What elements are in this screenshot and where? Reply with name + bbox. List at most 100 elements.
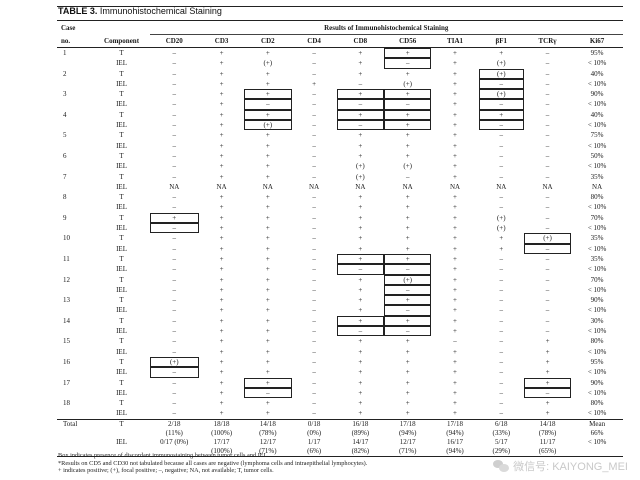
result-cell: 90%	[590, 296, 604, 305]
totals-cell: (94%)	[398, 428, 417, 437]
result-cell: +	[453, 79, 457, 88]
table-row: IEL – + + – + + + + – < 10%	[57, 243, 623, 254]
case-number: 17	[63, 378, 70, 387]
result-cell: +	[265, 327, 270, 336]
table-row: 17 T – + + – + + + – +90%	[57, 377, 623, 388]
component-cell: IEL	[116, 306, 127, 315]
result-cell: +	[453, 49, 457, 57]
result-cell: +	[265, 347, 270, 356]
result-cell: +	[358, 49, 363, 57]
result-cell: NA	[355, 182, 366, 191]
result-cell: –	[312, 90, 316, 99]
result-cell: NA	[169, 182, 180, 191]
component-cell: IEL	[116, 388, 127, 397]
totals-cell: (89%)	[351, 428, 370, 437]
result-cell: +	[453, 347, 457, 356]
result-cell: +	[453, 254, 457, 263]
result-cell: –	[172, 110, 177, 119]
result-cell: +	[453, 172, 457, 181]
result-cell: +	[265, 254, 270, 263]
totals-cell: (78%)	[538, 428, 557, 437]
result-cell: +	[219, 172, 224, 181]
component-cell: T	[119, 378, 124, 387]
case-number: 4	[63, 110, 67, 119]
component-header: Component	[93, 34, 150, 48]
result-cell: +	[453, 151, 457, 160]
table-row: 3 T – + + – + + + (+) –90%	[57, 89, 623, 100]
footnotes: Box indicates presence of discordant imm…	[58, 452, 558, 475]
result-cell: 35%	[590, 234, 604, 243]
result-cell: +	[336, 315, 385, 327]
result-cell: –	[172, 316, 177, 325]
footnote-box: Box indicates presence of discordant imm…	[58, 452, 270, 459]
totals-cell: 0/18	[291, 418, 337, 429]
result-cell: NA	[402, 182, 413, 191]
table-row: 8 T – + + – + + + – – 80%	[57, 192, 623, 202]
result-cell: –	[312, 193, 316, 202]
component-cell: IEL	[116, 121, 127, 130]
component-cell: IEL	[116, 79, 127, 88]
result-cell: < 10%	[587, 79, 607, 88]
totals-cell: (100%)	[211, 428, 233, 437]
result-cell: –	[499, 368, 504, 377]
table-row: IEL – + + – – – + – – < 10%	[57, 264, 623, 275]
totals-cell	[571, 446, 623, 457]
result-cell: 40%	[590, 69, 604, 78]
result-cell: –	[172, 172, 177, 181]
component-cell: IEL	[116, 182, 127, 191]
table-row: IEL – + + – + + + (+) – < 10%	[57, 223, 623, 234]
result-cell: +	[265, 224, 270, 233]
result-cell: < 10%	[587, 347, 607, 356]
result-cell: (+)	[356, 162, 365, 171]
result-cell: 40%	[590, 110, 604, 119]
table-row: 10 T – + + – + + + + (+) 35%	[57, 233, 623, 244]
case-header-line2: no.	[57, 34, 94, 48]
result-cell: –	[499, 388, 504, 397]
result-cell: –	[172, 347, 177, 356]
result-cell: NA	[592, 182, 603, 191]
totals-cell: (94%)	[446, 428, 464, 437]
result-cell: +	[265, 69, 270, 78]
result-cell: +	[453, 224, 457, 233]
result-cell: –	[312, 296, 316, 305]
result-cell: –	[312, 151, 316, 160]
result-cell: –	[545, 265, 550, 274]
result-cell: 95%	[590, 357, 604, 366]
column-header: CD3	[199, 34, 245, 48]
result-cell: 35%	[590, 254, 604, 263]
case-number	[57, 244, 94, 254]
result-cell: < 10%	[587, 121, 607, 130]
result-cell: –	[172, 265, 177, 274]
result-cell: +	[453, 327, 457, 336]
column-header: CD4	[291, 34, 337, 48]
totals-component: T	[93, 418, 150, 429]
component-cell: T	[119, 337, 124, 346]
table-row: IEL – + – – – – + – – < 10%	[57, 99, 623, 110]
result-cell: –	[312, 337, 316, 346]
result-cell: +	[453, 110, 457, 119]
table-row: 15 T – + + – + + – – +80%	[57, 336, 623, 346]
result-cell: –	[453, 337, 457, 346]
result-cell: (+)	[403, 79, 412, 88]
result-cell: –	[499, 347, 504, 356]
result-cell: –	[172, 141, 177, 150]
result-cell: +	[405, 337, 410, 346]
result-cell: +	[358, 337, 363, 346]
result-cell: < 10%	[587, 368, 607, 377]
result-cell: +	[358, 409, 363, 418]
result-cell: +	[265, 357, 270, 366]
result-cell: –	[172, 306, 177, 315]
result-cell: –	[312, 121, 316, 130]
result-cell: –	[312, 172, 316, 181]
result-cell: +	[336, 109, 385, 121]
case-number: 1	[63, 49, 67, 57]
result-cell: –	[312, 49, 316, 57]
result-cell: –	[545, 193, 550, 202]
results-table: Case Results of Immunohistochemical Stai…	[57, 20, 623, 457]
column-header: βF1	[478, 34, 524, 48]
result-cell: –	[172, 121, 177, 130]
result-cell: –	[384, 305, 432, 316]
result-cell: +	[219, 265, 224, 274]
result-cell: +	[405, 141, 410, 150]
